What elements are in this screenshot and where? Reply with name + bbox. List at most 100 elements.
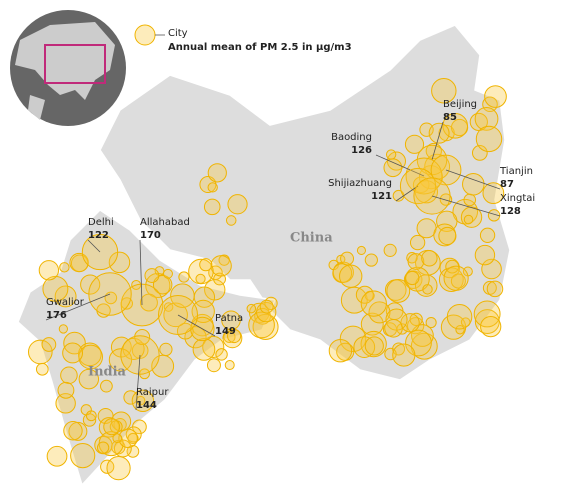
city-bubble — [386, 279, 411, 303]
city-bubble — [80, 274, 101, 295]
city-bubble — [409, 234, 426, 251]
leader-line — [445, 169, 501, 190]
city-bubble — [207, 182, 218, 193]
city-bubble — [256, 301, 277, 323]
city-bubble — [192, 338, 216, 361]
city-bubble — [206, 358, 221, 373]
city-bubble — [85, 410, 97, 422]
city-value: 126 — [351, 145, 372, 156]
city-name: Beijing — [443, 99, 477, 110]
city-bubble — [475, 125, 503, 153]
city-bubble — [163, 302, 174, 312]
globe — [10, 10, 126, 126]
city-name: Allahabad — [140, 217, 190, 228]
city-bubble — [35, 362, 49, 376]
leader-line — [45, 293, 111, 321]
legend-description: Annual mean of PM 2.5 in µg/m3 — [168, 42, 352, 53]
city-value: 176 — [46, 310, 67, 321]
city-bubble — [406, 252, 418, 264]
city-bubble — [106, 455, 131, 481]
city-bubble — [404, 134, 425, 154]
city-value: 87 — [500, 179, 514, 190]
city-bubble — [405, 329, 432, 357]
city-bubble — [227, 194, 248, 215]
city-bubble — [339, 325, 367, 353]
city-bubble — [178, 271, 190, 283]
city-bubble — [384, 318, 403, 338]
city-bubble — [473, 300, 501, 328]
city-bubble — [42, 275, 69, 302]
city-bubble — [78, 342, 102, 367]
city-bubble — [210, 255, 232, 277]
city-value: 121 — [371, 191, 392, 202]
city-bubble — [112, 433, 123, 444]
city-bubble — [151, 354, 175, 378]
city-bubble — [416, 218, 437, 239]
leader-line — [139, 239, 143, 306]
city-bubble — [88, 272, 132, 316]
leader-line — [375, 154, 425, 177]
city-bubbles — [27, 78, 507, 481]
city-name: Shijiazhuang — [328, 178, 392, 189]
city-bubble — [484, 85, 507, 108]
leader-line — [87, 239, 101, 253]
city-bubble — [431, 78, 457, 104]
city-bubble — [126, 444, 140, 458]
city-bubble — [422, 284, 433, 295]
city-bubble — [446, 304, 473, 330]
city-bubble — [57, 381, 75, 399]
city-bubble — [474, 244, 496, 266]
city-bubble — [144, 268, 160, 283]
city-bubble — [480, 315, 502, 338]
city-bubble — [479, 227, 496, 243]
city-bubble — [360, 312, 384, 336]
city-bubble — [463, 193, 477, 207]
china-outline — [99, 24, 511, 381]
city-bubble — [353, 336, 376, 358]
city-bubble — [127, 432, 139, 445]
city-bubble — [131, 389, 155, 412]
city-bubble — [421, 250, 438, 267]
city-name: Delhi — [88, 217, 114, 228]
city-bubble — [450, 273, 466, 289]
city-bubble — [383, 158, 403, 178]
city-value: 128 — [500, 206, 521, 217]
city-bubble — [118, 428, 138, 449]
city-bubble — [38, 260, 60, 281]
city-bubble — [176, 322, 194, 340]
city-bubble — [108, 348, 133, 372]
city-bubble — [460, 206, 483, 228]
city-bubble — [100, 379, 113, 393]
city-bubble — [407, 253, 425, 270]
city-bubble — [62, 342, 84, 364]
city-bubble — [63, 421, 83, 441]
country-label: China — [290, 231, 333, 246]
city-bubble — [221, 310, 241, 331]
city-bubble — [195, 273, 206, 284]
city-bubble — [78, 368, 100, 390]
city-bubble — [405, 270, 420, 286]
city-bubble — [339, 264, 363, 288]
city-bubble — [203, 198, 221, 216]
city-bubble — [199, 258, 213, 272]
city-bubble — [55, 393, 76, 414]
city-bubble — [111, 411, 132, 432]
city-bubble — [392, 343, 416, 367]
city-bubble — [328, 339, 353, 363]
leader-line — [395, 185, 419, 202]
city-bubble — [419, 122, 434, 137]
city-bubble — [340, 251, 355, 266]
city-bubble — [360, 290, 387, 317]
city-bubble — [462, 172, 485, 196]
city-bubble — [332, 263, 353, 284]
city-value: 122 — [88, 230, 109, 241]
leader-line — [177, 314, 216, 337]
city-bubble — [460, 317, 471, 328]
city-bubble — [108, 251, 131, 274]
city-bubble — [78, 344, 103, 370]
city-bubble — [463, 214, 474, 225]
leader-line — [431, 121, 444, 161]
city-bubble — [224, 360, 235, 371]
city-bubble — [425, 142, 442, 160]
city-name: Xingtai — [500, 193, 535, 204]
